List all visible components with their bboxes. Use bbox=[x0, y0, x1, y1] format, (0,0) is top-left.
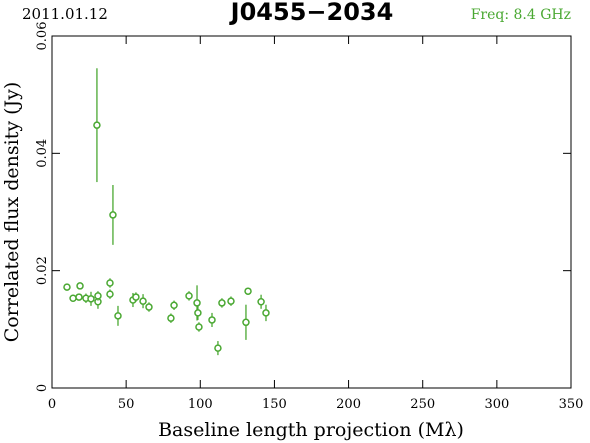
data-point bbox=[193, 299, 201, 307]
data-point bbox=[93, 121, 101, 129]
frequency: Freq: 8.4 GHz bbox=[471, 7, 571, 23]
data-point bbox=[69, 294, 77, 302]
data-point bbox=[114, 312, 122, 320]
x-tick-label: 250 bbox=[410, 397, 435, 412]
data-point bbox=[132, 293, 140, 301]
x-axis-label: Baseline length projection (Mλ) bbox=[158, 419, 464, 441]
plot-frame bbox=[51, 35, 572, 389]
data-point bbox=[76, 282, 84, 290]
x-tick-label: 50 bbox=[118, 397, 135, 412]
y-axis-label: Correlated flux density (Jy) bbox=[1, 82, 23, 343]
data-point bbox=[167, 314, 175, 322]
data-point bbox=[139, 297, 147, 305]
data-point bbox=[262, 309, 270, 317]
data-point bbox=[195, 323, 203, 331]
data-point bbox=[214, 344, 222, 352]
data-point bbox=[185, 292, 193, 300]
data-point bbox=[109, 211, 117, 219]
data-point bbox=[218, 299, 226, 307]
data-point bbox=[194, 309, 202, 317]
data-point bbox=[145, 303, 153, 311]
data-point bbox=[106, 290, 114, 298]
y-tick-label: 0.06 bbox=[35, 22, 50, 51]
y-tick-label: 0 bbox=[35, 384, 50, 392]
data-point bbox=[257, 298, 265, 306]
x-tick-label: 0 bbox=[48, 397, 56, 412]
x-tick-label: 100 bbox=[188, 397, 213, 412]
data-point bbox=[87, 295, 95, 303]
data-point bbox=[170, 301, 178, 310]
data-point bbox=[94, 292, 102, 300]
data-point bbox=[227, 297, 235, 305]
y-tick-label: 0.02 bbox=[35, 256, 50, 285]
x-tick-label: 350 bbox=[559, 397, 584, 412]
chart-title: J0455−2034 bbox=[229, 0, 394, 26]
x-tick-label: 200 bbox=[336, 397, 361, 412]
data-point bbox=[244, 287, 252, 295]
data-point bbox=[106, 279, 114, 287]
data-point bbox=[242, 318, 250, 327]
data-point bbox=[75, 293, 83, 301]
x-tick-label: 150 bbox=[262, 397, 287, 412]
data-point bbox=[208, 316, 216, 324]
date: 2011.01.12 bbox=[22, 5, 108, 23]
x-tick-label: 300 bbox=[484, 397, 509, 412]
data-point bbox=[63, 283, 71, 291]
y-tick-label: 0.04 bbox=[35, 139, 50, 168]
